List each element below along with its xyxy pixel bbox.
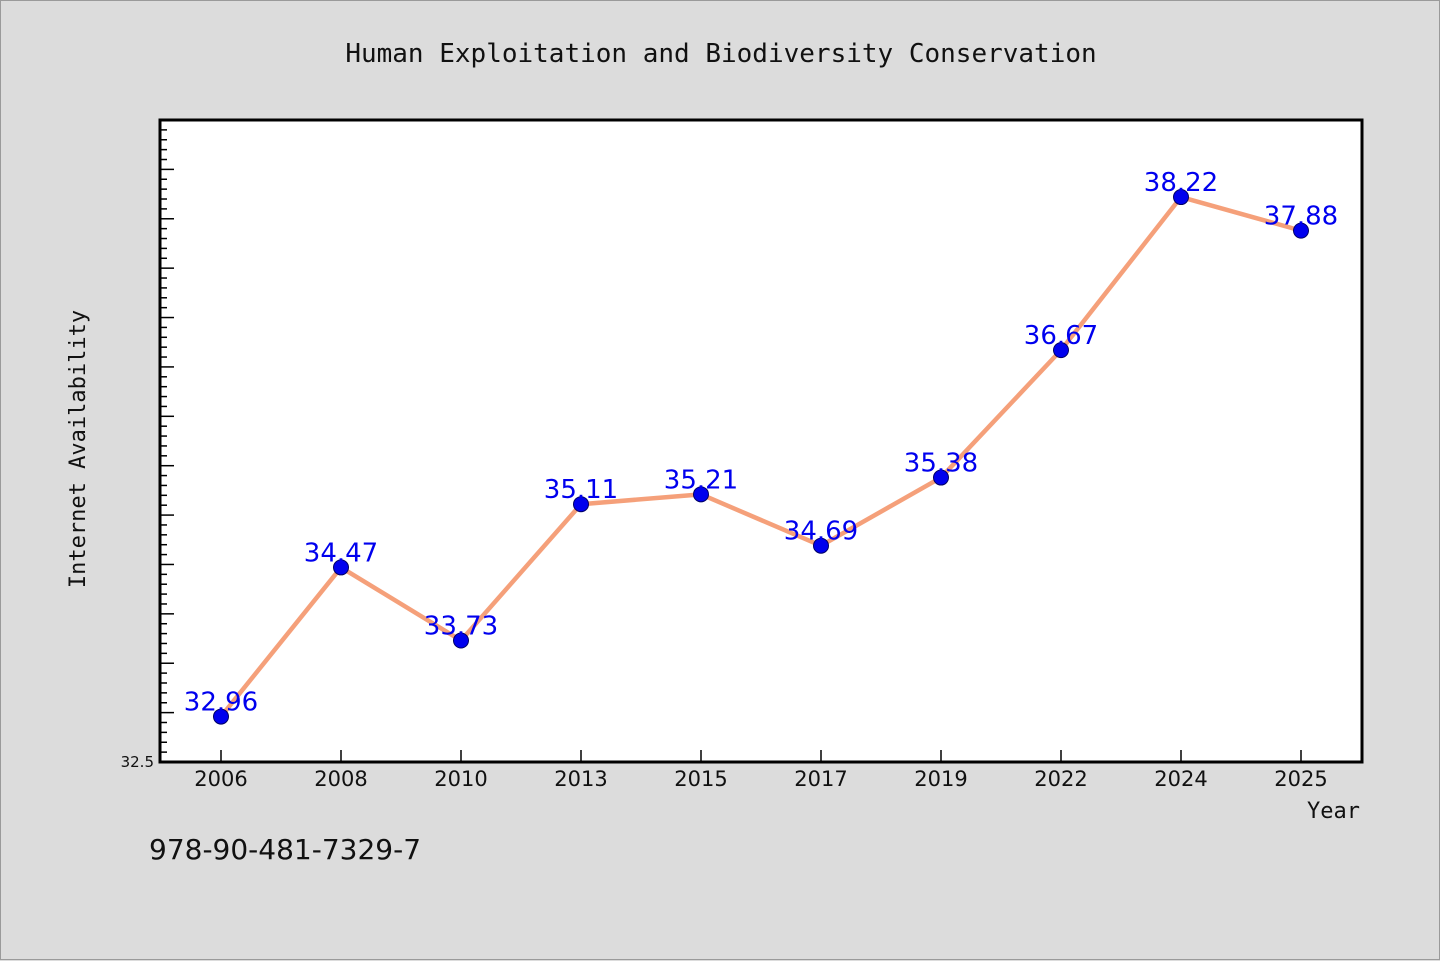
isbn-text: 978-90-481-7329-7	[149, 833, 422, 866]
data-point	[813, 537, 829, 554]
data-point	[573, 496, 589, 513]
x-axis-label: Year	[1307, 799, 1360, 824]
y-axis-ticks: 32.5	[121, 129, 174, 771]
value-label-group: 32.96 34.47 33.73 35.11 35.21 34.69 35.38 36.67…	[184, 168, 1338, 718]
data-label: 37.88	[1264, 202, 1338, 232]
data-label: 35.21	[664, 465, 738, 495]
data-point	[333, 559, 349, 576]
x-tick-label: 2022	[1034, 767, 1087, 791]
data-label: 35.11	[544, 475, 618, 505]
chart-title: Human Exploitation and Biodiversity Cons…	[345, 39, 1096, 69]
data-label: 35.38	[904, 449, 978, 479]
x-axis-ticks: 2006 2008 2010 2013 2015 2017 2019 2022 2024 2025	[194, 750, 1328, 791]
data-point	[933, 469, 949, 486]
x-tick-label: 2025	[1274, 767, 1327, 791]
series-line	[219, 194, 1302, 718]
x-tick-label: 2010	[434, 767, 487, 791]
plot-area	[158, 118, 1364, 764]
data-label: 34.69	[784, 517, 858, 547]
data-label: 32.96	[184, 688, 258, 718]
data-label: 36.67	[1024, 321, 1098, 351]
x-tick-label: 2006	[194, 767, 247, 791]
x-tick-label: 2017	[794, 767, 847, 791]
data-point	[1293, 222, 1309, 239]
x-tick-label: 2024	[1154, 767, 1207, 791]
series-line-group	[213, 189, 1309, 725]
x-tick-label: 2015	[674, 767, 727, 791]
data-label: 33.73	[424, 612, 498, 642]
x-tick-label: 2013	[554, 767, 607, 791]
data-label: 38.22	[1144, 168, 1218, 198]
data-point	[693, 486, 709, 503]
data-point	[213, 708, 229, 725]
x-tick-label: 2008	[314, 767, 367, 791]
data-point	[1173, 189, 1189, 206]
data-point	[453, 632, 469, 649]
data-point	[1053, 342, 1069, 359]
x-tick-label: 2019	[914, 767, 967, 791]
y-tick-label: 32.5	[121, 753, 154, 771]
data-label: 34.47	[304, 538, 378, 568]
y-axis-label: Internet Availability	[66, 310, 91, 588]
